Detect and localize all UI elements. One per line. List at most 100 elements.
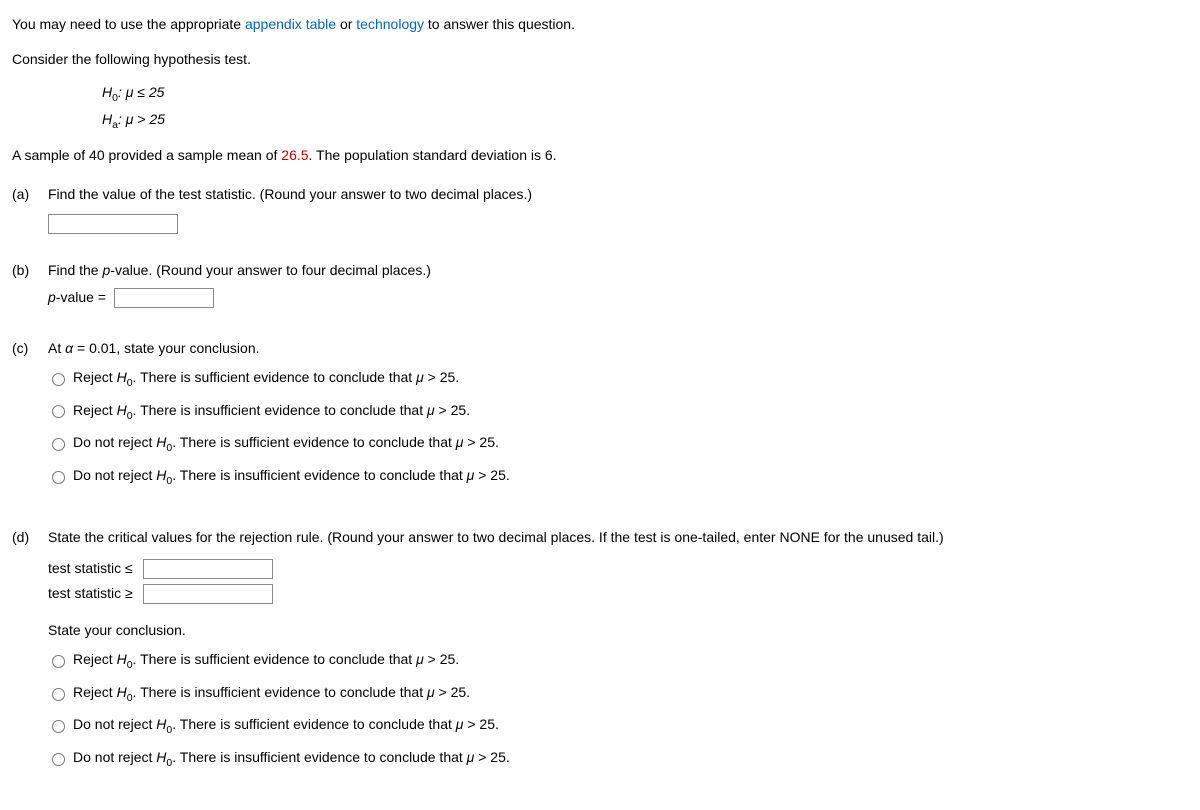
pv-p: p [48,289,56,305]
c-radio-1[interactable] [52,373,65,386]
d2H: H [117,684,127,700]
c4H: H [156,467,166,483]
c-option-4-text: Do not reject H0. There is insufficient … [73,465,510,490]
part-a-label: (a) [12,184,48,205]
part-b-q-post: -value. (Round your answer to four decim… [110,262,431,278]
d4b: . There is insufficient evidence to conc… [172,749,466,765]
part-d-label: (d) [12,527,48,548]
c-option-1-text: Reject H0. There is sufficient evidence … [73,367,459,392]
d-option-3-text: Do not reject H0. There is sufficient ev… [73,714,499,739]
c3c: > 25. [463,434,498,450]
sample-line: A sample of 40 provided a sample mean of… [12,145,1188,166]
c2c: > 25. [435,402,470,418]
h0-sym: H [102,84,112,100]
c-option-4[interactable]: Do not reject H0. There is insufficient … [48,465,1188,490]
p-value-row: p-value = [48,287,1188,308]
part-b: (b) Find the p-value. (Round your answer… [12,260,1188,308]
d4c: > 25. [474,749,509,765]
intro-line: You may need to use the appropriate appe… [12,14,1188,35]
part-b-q-pre: Find the [48,262,102,278]
d1a: Reject [73,651,117,667]
c1mu: μ [416,369,424,385]
ts-le-label: test statistic ≤ [48,560,133,576]
intro-mid: or [336,16,356,32]
part-c: (c) At α = 0.01, state your conclusion. … [12,338,1188,497]
part-a-input-row [48,213,1188,234]
d-option-2[interactable]: Reject H0. There is insufficient evidenc… [48,682,1188,707]
c2b: . There is insufficient evidence to conc… [133,402,427,418]
c-alpha: α [65,340,73,356]
sample-mean-value: 26.5 [281,147,308,163]
d-option-1-text: Reject H0. There is sufficient evidence … [73,649,459,674]
d3a: Do not reject [73,716,156,732]
intro-post: to answer this question. [424,16,575,32]
ha-rest: : μ > 25 [118,111,165,127]
c4b: . There is insufficient evidence to conc… [172,467,466,483]
ts-le-row: test statistic ≤ [48,558,1188,579]
ts-ge-input[interactable] [143,584,273,604]
technology-link[interactable]: technology [356,16,424,32]
c-q-pre: At [48,340,65,356]
d1H: H [117,651,127,667]
c1a: Reject [73,369,117,385]
c-option-3-text: Do not reject H0. There is sufficient ev… [73,432,499,457]
part-c-label: (c) [12,338,48,359]
c-radio-4[interactable] [52,471,65,484]
c-option-1[interactable]: Reject H0. There is sufficient evidence … [48,367,1188,392]
alt-hypothesis: Ha: μ > 25 [102,109,1188,134]
c-radio-3[interactable] [52,438,65,451]
part-c-options: Reject H0. There is sufficient evidence … [48,367,1188,489]
p-value-label: p-value = [48,289,106,305]
p-value-input[interactable] [114,288,214,308]
null-hypothesis: H0: μ ≤ 25 [102,82,1188,107]
c4a: Do not reject [73,467,156,483]
test-statistic-input[interactable] [48,214,178,234]
c3a: Do not reject [73,434,156,450]
part-a-question: Find the value of the test statistic. (R… [48,184,1188,205]
c1b: . There is sufficient evidence to conclu… [133,369,417,385]
d-radio-2[interactable] [52,688,65,701]
d1c: > 25. [424,651,459,667]
c-radio-2[interactable] [52,405,65,418]
d2b: . There is insufficient evidence to conc… [133,684,427,700]
d4a: Do not reject [73,749,156,765]
d-option-3[interactable]: Do not reject H0. There is sufficient ev… [48,714,1188,739]
c1H: H [117,369,127,385]
h0-rest: : μ ≤ 25 [118,84,164,100]
c2a: Reject [73,402,117,418]
d-radio-4[interactable] [52,753,65,766]
consider-line: Consider the following hypothesis test. [12,49,1188,70]
intro-pre: You may need to use the appropriate [12,16,245,32]
part-d-question: State the critical values for the reject… [48,527,1188,548]
d-option-4-text: Do not reject H0. There is insufficient … [73,747,510,772]
ts-ge-row: test statistic ≥ [48,583,1188,604]
c3H: H [156,434,166,450]
d1mu: μ [416,651,424,667]
d4H: H [156,749,166,765]
c1c: > 25. [424,369,459,385]
sample-pre: A sample of 40 provided a sample mean of [12,147,281,163]
c3b: . There is sufficient evidence to conclu… [172,434,456,450]
ha-sym: H [102,111,112,127]
ts-le-input[interactable] [143,559,273,579]
part-a: (a) Find the value of the test statistic… [12,184,1188,205]
part-d-options: Reject H0. There is sufficient evidence … [48,649,1188,771]
c-q-post: = 0.01, state your conclusion. [73,340,259,356]
c2mu: μ [427,402,435,418]
part-d: (d) State the critical values for the re… [12,527,1188,779]
c-option-3[interactable]: Do not reject H0. There is sufficient ev… [48,432,1188,457]
d-option-1[interactable]: Reject H0. There is sufficient evidence … [48,649,1188,674]
part-b-question: Find the p-value. (Round your answer to … [48,260,1188,281]
appendix-table-link[interactable]: appendix table [245,16,336,32]
d-option-2-text: Reject H0. There is insufficient evidenc… [73,682,470,707]
c2H: H [117,402,127,418]
hypotheses-block: H0: μ ≤ 25 Ha: μ > 25 [102,82,1188,133]
d3H: H [156,716,166,732]
c-option-2[interactable]: Reject H0. There is insufficient evidenc… [48,400,1188,425]
d-radio-1[interactable] [52,655,65,668]
d1b: . There is sufficient evidence to conclu… [133,651,417,667]
d2mu: μ [427,684,435,700]
d-option-4[interactable]: Do not reject H0. There is insufficient … [48,747,1188,772]
d-radio-3[interactable] [52,720,65,733]
sample-post: . The population standard deviation is 6… [309,147,557,163]
